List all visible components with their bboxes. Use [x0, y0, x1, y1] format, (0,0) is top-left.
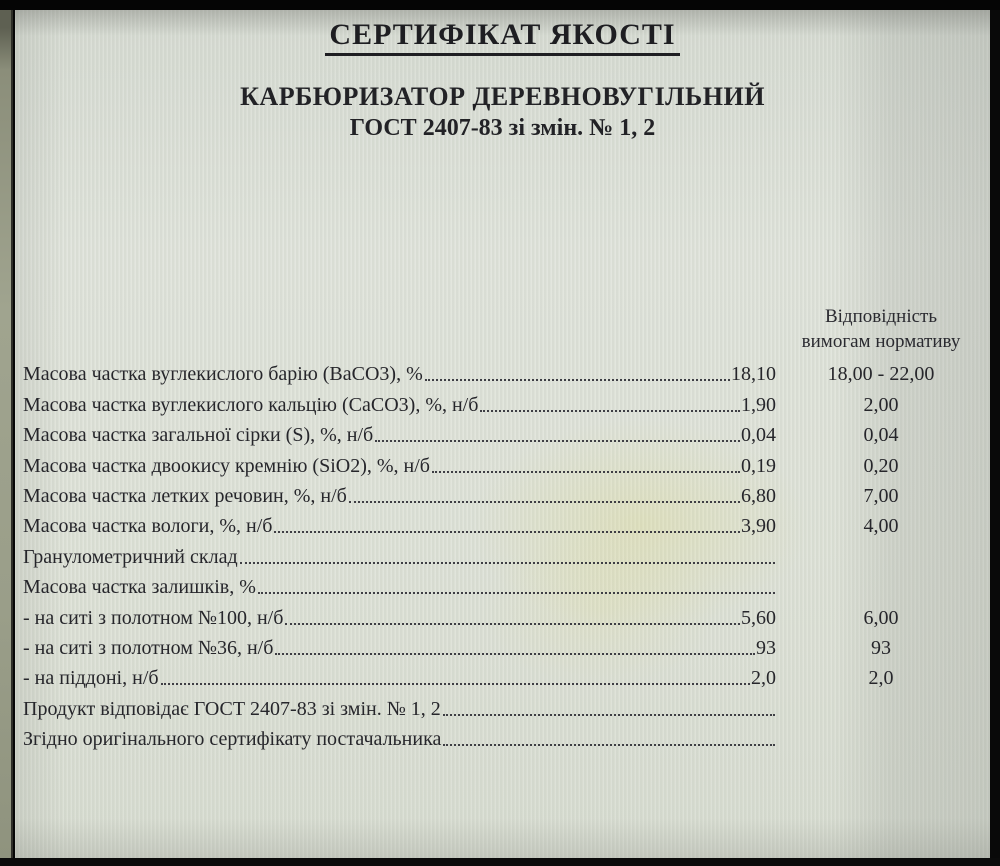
dotted-leader	[442, 713, 775, 716]
norm-column-header: Відповідність вимогам нормативу	[776, 304, 986, 354]
spec-table: Масова частка вуглекислого барію (BaCO3)…	[21, 358, 986, 753]
row-value: 18,10	[731, 363, 776, 386]
row-value: 3,90	[741, 515, 776, 538]
dotted-leader	[480, 409, 740, 412]
table-row: Масова частка летких речовин, %, н/б 6,8…	[21, 480, 986, 510]
standard-line: ГОСТ 2407-83 зі змін. № 1, 2	[349, 115, 656, 141]
dotted-leader	[275, 652, 755, 655]
row-value: 0,19	[741, 454, 776, 477]
row-norm: 0,04	[863, 424, 899, 447]
row-label: - на ситі з полотном №100, н/б	[23, 606, 284, 629]
dotted-leader	[160, 683, 750, 686]
table-row: Згідно оригінального сертифікату постача…	[21, 723, 986, 753]
row-label: Масова частка вуглекислого кальцію (CaCO…	[23, 393, 479, 416]
row-value: 0,04	[741, 424, 776, 447]
row-value: 6,80	[741, 484, 776, 507]
top-bezel	[0, 0, 1000, 10]
dotted-leader	[285, 622, 740, 625]
page-title: СЕРТИФІКАТ ЯКОСТІ	[325, 18, 680, 56]
table-row: - на ситі з полотном №100, н/б 5,60 6,00	[21, 601, 986, 631]
row-norm: 0,20	[863, 454, 899, 477]
row-label: Масова частка вуглекислого барію (BaCO3)…	[23, 363, 423, 386]
certificate-page: СЕРТИФІКАТ ЯКОСТІ КАРБЮРИЗАТОР ДЕРЕВНОВУ…	[15, 10, 990, 858]
product-name: КАРБЮРИЗАТОР ДЕРЕВНОВУГІЛЬНИЙ	[240, 82, 765, 111]
table-row: - на ситі з полотном №36, н/б 93 93	[21, 632, 986, 662]
norm-header-line1: Відповідність	[824, 306, 938, 327]
row-norm: 93	[871, 636, 891, 659]
row-value: 5,60	[741, 606, 776, 629]
table-row: Продукт відповідає ГОСТ 2407-83 зі змін.…	[21, 692, 986, 722]
row-label: Масова частка вологи, %, н/б	[23, 515, 273, 538]
row-label: Гранулометричний склад	[23, 545, 238, 568]
dotted-leader	[239, 561, 775, 564]
row-label: Масова частка загальної сірки (S), %, н/…	[23, 424, 374, 447]
row-norm: 18,00 - 22,00	[827, 363, 935, 386]
dotted-leader	[257, 592, 775, 595]
row-value: 2,0	[751, 667, 776, 690]
row-label: Масова частка двоокису кремнію (SiO2), %…	[23, 454, 430, 477]
row-value: 93	[756, 636, 776, 659]
bottom-bezel	[0, 858, 1000, 866]
table-row: Масова частка вуглекислого кальцію (CaCO…	[21, 388, 986, 418]
dotted-leader	[375, 440, 740, 443]
table-row: Гранулометричний склад	[21, 540, 986, 570]
row-label: - на ситі з полотном №36, н/б	[23, 636, 274, 659]
table-row: Масова частка залишків, %	[21, 571, 986, 601]
dotted-leader	[274, 531, 740, 534]
row-label: Продукт відповідає ГОСТ 2407-83 зі змін.…	[23, 697, 441, 720]
norm-header-line2: вимогам нормативу	[801, 331, 961, 352]
table-row: Масова частка двоокису кремнію (SiO2), %…	[21, 449, 986, 479]
row-label: Масова частка летких речовин, %, н/б	[23, 484, 347, 507]
dotted-leader	[348, 500, 740, 503]
row-norm: 4,00	[863, 515, 899, 538]
dotted-leader	[424, 379, 730, 382]
row-norm: 6,00	[863, 606, 899, 629]
table-row: Масова частка вуглекислого барію (BaCO3)…	[21, 358, 986, 388]
dotted-leader	[443, 744, 775, 747]
row-norm: 7,00	[863, 484, 899, 507]
row-norm: 2,0	[868, 667, 894, 690]
row-label: Масова частка залишків, %	[23, 576, 256, 599]
dotted-leader	[431, 470, 740, 473]
row-label: - на піддоні, н/б	[23, 667, 159, 690]
row-value: 1,90	[741, 393, 776, 416]
table-row: Масова частка вологи, %, н/б 3,90 4,00	[21, 510, 986, 540]
right-bezel	[990, 0, 1000, 866]
row-label: Згідно оригінального сертифікату постача…	[23, 728, 442, 751]
table-row: Масова частка загальної сірки (S), %, н/…	[21, 419, 986, 449]
row-norm: 2,00	[863, 393, 899, 416]
left-bezel	[0, 10, 13, 858]
table-row: - на піддоні, н/б 2,0 2,0	[21, 662, 986, 692]
